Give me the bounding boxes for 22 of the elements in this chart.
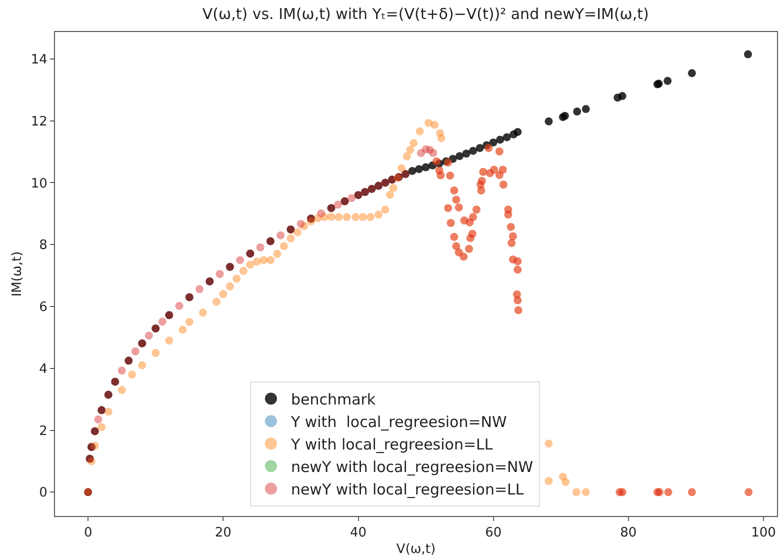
x-tick-label: 80: [620, 526, 637, 541]
legend-label: newY with local_regreesion=LL: [290, 480, 524, 498]
x-tick-label: 20: [214, 526, 232, 541]
x-axis-title: V(ω,t): [396, 542, 436, 558]
legend-label: benchmark: [290, 390, 376, 408]
y-axis-title: IM(ω,t): [10, 251, 25, 297]
x-tick-label: 100: [751, 526, 776, 541]
y-tick-label: 12: [30, 114, 48, 130]
y-tick-label: 0: [39, 486, 48, 501]
y-tick-label: 10: [30, 176, 48, 192]
legend-label: Y with local_regreesion=NW: [290, 412, 508, 431]
x-tick-label: 60: [485, 526, 502, 541]
legend-label: Y with local_regreesion=LL: [290, 435, 494, 454]
y-tick-label: 6: [39, 300, 48, 316]
x-tick-label: 0: [84, 526, 92, 541]
y-tick-label: 4: [39, 362, 48, 377]
y-tick-label: 2: [39, 424, 48, 439]
legend-label: newY with local_regreesion=NW: [290, 458, 534, 476]
chart-title: V(ω,t) vs. IM(ω,t) with Yₜ=(V(t+δ)−V(t))² and newY=IM(ω,t): [202, 4, 649, 23]
x-tick-label: 40: [350, 526, 367, 541]
y-tick-label: 14: [30, 52, 48, 68]
y-tick-label: 8: [39, 238, 48, 254]
